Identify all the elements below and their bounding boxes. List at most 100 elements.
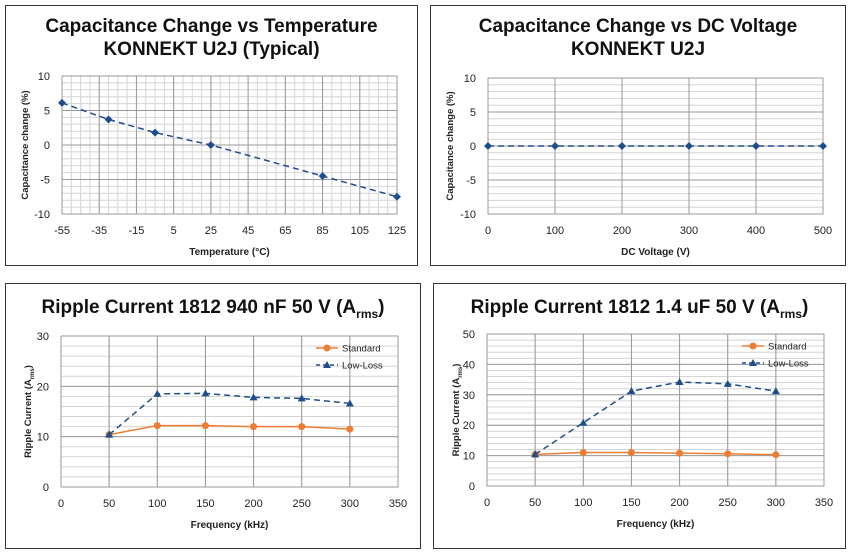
y-tick-label: 10 — [38, 71, 50, 83]
x-tick-label: -55 — [54, 225, 70, 237]
x-tick-label: 150 — [196, 498, 214, 510]
data-point — [627, 387, 636, 395]
x-tick-label: -15 — [128, 225, 144, 237]
legend-label: Standard — [342, 344, 381, 355]
title-line-1: Capacitance Change vs Temperature — [45, 16, 378, 37]
data-point — [153, 422, 161, 430]
data-point — [297, 394, 306, 402]
data-point — [685, 142, 693, 150]
x-tick-label: 350 — [389, 498, 407, 510]
data-point — [153, 389, 162, 397]
series-line-low-loss — [108, 392, 350, 436]
x-tick-label: 250 — [293, 498, 311, 510]
title-line-1: Capacitance Change vs DC Voltage — [478, 16, 798, 37]
data-point — [531, 450, 540, 458]
data-point — [151, 128, 160, 137]
legend-marker — [749, 359, 757, 366]
y-tick-label: -10 — [460, 209, 476, 221]
data-point — [318, 172, 327, 181]
x-tick-label: 200 — [613, 225, 631, 237]
y-tick-label: 0 — [44, 140, 50, 152]
title-text: Ripple Current 1812 1.4 uF 50 V (A — [470, 297, 781, 318]
y-tick-label: 40 — [463, 359, 475, 371]
chart-svg: 0 50 100 150 200 250 300 350 0 10 20 30 40 50 Frequenc… — [451, 329, 833, 530]
x-tick-label: 5 — [171, 225, 177, 237]
title-sub: rms — [780, 306, 803, 321]
legend-label: Low-Loss — [768, 359, 809, 370]
x-tick-label: 300 — [767, 497, 785, 509]
title-line-2: KONNEKT U2J (Typical) — [103, 39, 320, 60]
chart-svg: 0 50 100 150 200 250 300 350 0 10 20 30 Frequency (k… — [23, 331, 407, 531]
data-point — [627, 449, 635, 457]
data-point — [676, 449, 684, 457]
data-point — [819, 142, 827, 150]
x-tick-label: 200 — [244, 498, 262, 510]
data-point — [201, 389, 210, 397]
y-tick-label: 10 — [463, 451, 475, 463]
chart-panel-dc-voltage: Capacitance Change vs DC Voltage KONNEKT… — [430, 5, 846, 266]
x-tick-label: 25 — [205, 225, 217, 237]
legend-label: Standard — [768, 342, 807, 353]
chart-panel-ripple-940nf: Ripple Current 1812 940 nF 50 V (Arms) 0… — [5, 283, 421, 549]
legend-marker — [323, 344, 331, 352]
y-axis-label: Ripple Current (Arms) — [23, 365, 36, 458]
x-tick-label: 0 — [58, 498, 64, 510]
x-tick-label: 300 — [680, 225, 698, 237]
chart-svg: -55 -35 -15 5 25 45 65 85 105 125 -10 -5 0 5 10 Tempera… — [20, 71, 406, 258]
x-tick-label: 400 — [747, 225, 765, 237]
chart-title: Ripple Current 1812 1.4 uF 50 V (Arms) — [434, 296, 845, 326]
data-point — [551, 142, 559, 150]
series-line-low-loss — [534, 381, 776, 456]
data-point — [484, 142, 492, 150]
title-close: ) — [378, 297, 385, 318]
data-point — [58, 98, 66, 107]
y-tick-label: -5 — [40, 175, 50, 187]
series-line-u2j — [61, 102, 398, 198]
x-tick-label: 0 — [485, 225, 491, 237]
plot-area — [60, 335, 399, 488]
x-axis-label: Temperature (°C) — [189, 247, 270, 258]
x-tick-label: 45 — [242, 225, 254, 237]
data-point — [752, 142, 760, 150]
chart-title: Capacitance Change vs Temperature KONNEK… — [6, 15, 417, 61]
y-axis-label: Capacitance change (%) — [445, 91, 456, 200]
y-tick-label: 0 — [43, 482, 49, 494]
data-point — [201, 422, 209, 430]
y-tick-label: 10 — [464, 73, 476, 85]
data-point — [579, 418, 588, 426]
data-point — [675, 378, 684, 386]
y-tick-label: 20 — [37, 381, 49, 393]
y-tick-label: 30 — [463, 390, 475, 402]
legend-marker — [749, 342, 757, 350]
series-line-standard — [535, 451, 776, 456]
x-tick-label: 105 — [351, 225, 369, 237]
x-tick-label: 50 — [529, 497, 541, 509]
title-sub: rms — [356, 306, 379, 321]
y-axis-label: Ripple Current (Arms) — [451, 364, 464, 457]
y-tick-label: 0 — [470, 141, 476, 153]
x-tick-label: 250 — [719, 497, 737, 509]
data-point — [206, 141, 215, 149]
x-tick-label: 500 — [814, 225, 832, 237]
data-point — [618, 142, 626, 150]
y-axis-label: Capacitance change (%) — [20, 90, 31, 199]
chart-svg: 0 100 200 300 400 500 -10 -5 0 5 10 DC Voltage (V) C… — [445, 73, 832, 258]
plot-area — [486, 333, 825, 487]
data-point — [724, 450, 732, 458]
title-line-2: KONNEKT U2J — [570, 39, 706, 60]
data-point — [104, 115, 113, 124]
data-point — [771, 387, 780, 395]
y-tick-label: 10 — [37, 432, 49, 444]
x-tick-label: 0 — [484, 497, 490, 509]
x-tick-label: 100 — [546, 225, 564, 237]
data-point — [579, 449, 587, 457]
x-axis-label: Frequency (kHz) — [617, 519, 695, 530]
x-tick-label: 350 — [815, 497, 833, 509]
data-point — [249, 393, 258, 401]
x-tick-label: 150 — [622, 497, 640, 509]
legend-label: Low-Loss — [342, 361, 383, 372]
data-point — [723, 379, 732, 387]
y-tick-label: 0 — [469, 481, 475, 493]
x-tick-label: 125 — [388, 225, 406, 237]
data-point — [772, 451, 780, 459]
